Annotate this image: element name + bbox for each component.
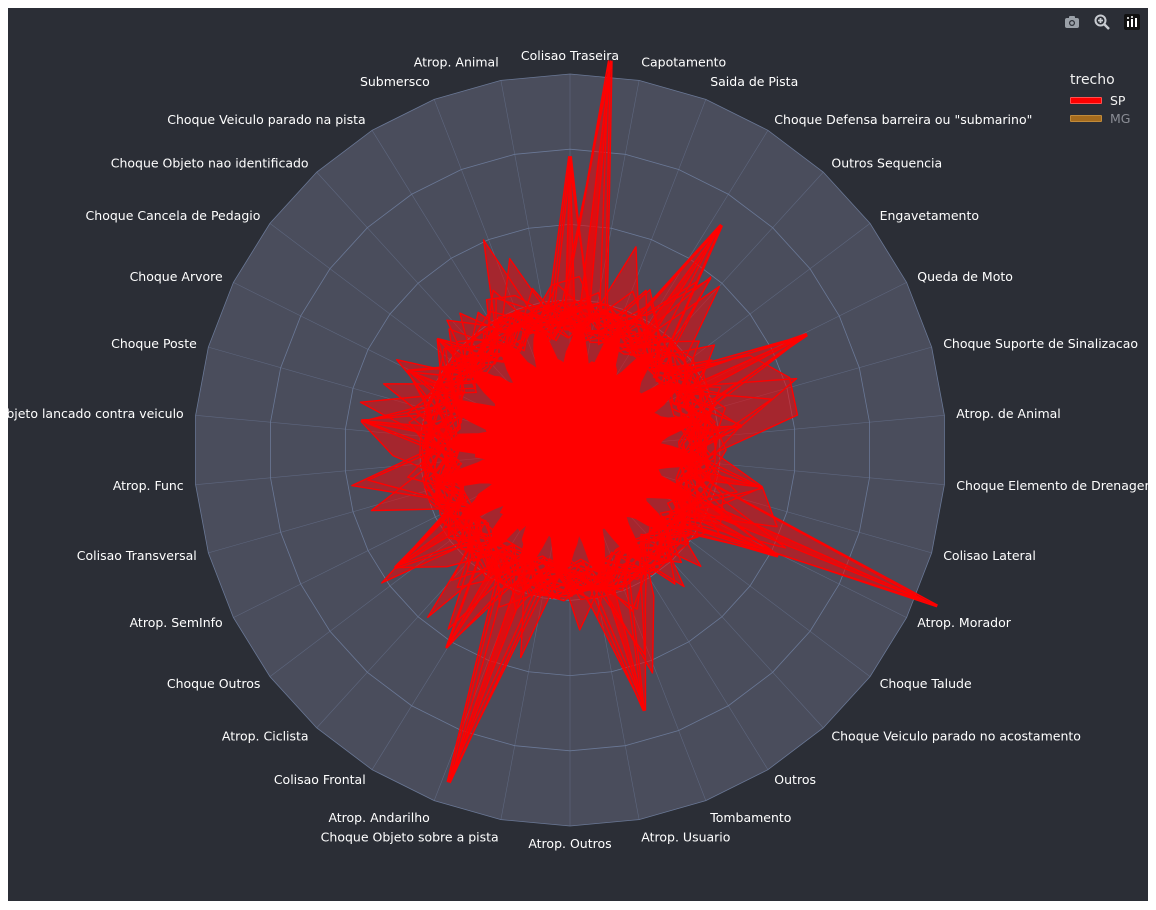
modebar [1062, 12, 1142, 32]
series-sp-core [448, 320, 704, 578]
legend-item-mg[interactable]: MG [1070, 109, 1130, 127]
category-label: Choque Defensa barreira ou "submarino" [774, 112, 1032, 127]
category-label: Atrop. Animal [414, 55, 499, 70]
series-sp-peak [576, 61, 612, 332]
series-sp-peak [407, 370, 466, 404]
category-label: Atrop. SemInfo [130, 615, 223, 630]
category-label: Outros Sequencia [831, 155, 942, 170]
category-label: Choque Elemento de Drenagem [956, 478, 1148, 493]
legend-title: trecho [1070, 72, 1115, 88]
category-label: Atrop. Func [113, 478, 184, 493]
legend-label-sp: SP [1110, 92, 1126, 108]
category-label: Choque Arvore [130, 269, 223, 284]
series-sp-peak [445, 548, 512, 649]
category-label: Choque Cancela de Pedagio [86, 208, 261, 223]
category-label: Choque Outros [167, 676, 261, 691]
category-label: Queda de Moto [917, 269, 1013, 284]
category-label: Choque Veiculo parado na pista [167, 112, 365, 127]
category-label: Colisao Transversal [77, 548, 197, 563]
category-label: Atrop. de Animal [956, 406, 1060, 421]
series-sp-peak [564, 156, 576, 331]
legend: trecho SP MG [1070, 72, 1130, 127]
category-label: Capotamento [641, 55, 726, 70]
category-label: Objeto lancado contra veiculo [8, 406, 184, 421]
category-label: Colisao Traseira [521, 48, 619, 63]
series-sp-peak [687, 425, 742, 440]
plotly-logo-icon[interactable] [1122, 12, 1142, 32]
series-sp-peak [686, 466, 763, 489]
series-sp-peak [677, 491, 938, 607]
series-sp-peak [597, 563, 646, 711]
category-label: Atrop. Morador [917, 615, 1011, 630]
category-label: Colisao Frontal [274, 772, 366, 787]
category-label: Submersco [360, 74, 430, 89]
category-label: Saida de Pista [710, 74, 798, 89]
legend-label-mg: MG [1110, 110, 1131, 126]
category-labels: Colisao Traseira Capotamento Saida de Pist… [8, 48, 1148, 851]
series-sp-peak [437, 338, 483, 378]
legend-swatch-mg [1070, 114, 1102, 122]
category-label: Colisao Lateral [943, 548, 1036, 563]
category-label: Choque Objeto sobre a pista [321, 829, 499, 844]
category-label: Atrop. Andarilho [328, 810, 429, 825]
zoom-icon[interactable] [1092, 12, 1112, 32]
category-label: Tombamento [709, 810, 791, 825]
series-layer [351, 60, 938, 784]
legend-item-sp[interactable]: SP [1070, 91, 1130, 109]
category-label: Outros [774, 772, 816, 787]
category-label: Choque Veiculo parado no acostamento [831, 729, 1081, 744]
series-sp-peak [361, 419, 453, 440]
category-label: Atrop. Outros [528, 836, 611, 851]
series-sp-peak [395, 511, 475, 569]
category-label: Atrop. Usuario [641, 829, 730, 844]
category-label: Choque Objeto nao identificado [111, 155, 309, 170]
series-sp-peak [448, 560, 535, 783]
category-label: Choque Suporte de Sinalizacao [943, 336, 1138, 351]
category-label: Choque Poste [111, 336, 197, 351]
camera-icon[interactable] [1062, 12, 1082, 32]
legend-swatch-sp [1070, 96, 1102, 104]
category-label: Choque Talude [880, 676, 972, 691]
series-sp-peak [673, 498, 779, 557]
plot-frame: Colisao Traseira Capotamento Saida de Pist… [8, 8, 1148, 901]
category-label: Atrop. Ciclista [222, 729, 309, 744]
category-label: Engavetamento [880, 208, 979, 223]
radar-chart: Colisao Traseira Capotamento Saida de Pist… [8, 48, 1148, 851]
series-sp-peak [674, 333, 807, 403]
series-sp-peak [631, 225, 722, 355]
